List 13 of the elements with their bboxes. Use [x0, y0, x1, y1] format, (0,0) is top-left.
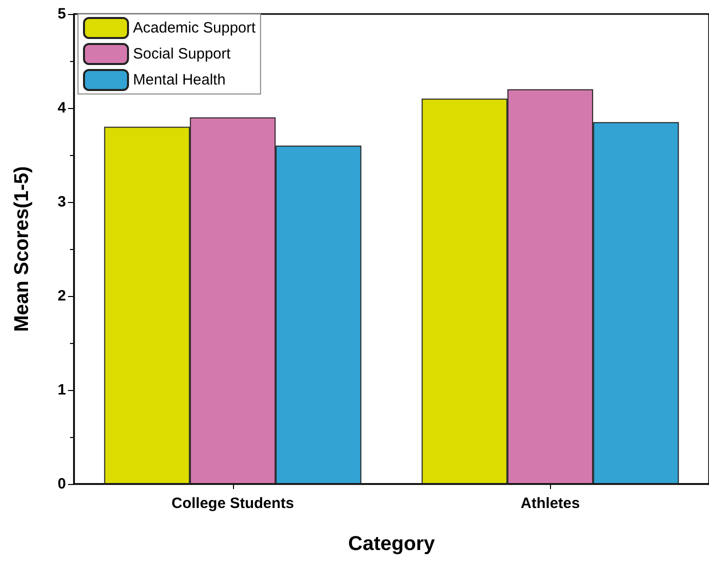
y-tick-label: 5: [58, 6, 66, 22]
y-tick-label: 1: [58, 382, 66, 398]
y-tick-label: 0: [58, 476, 66, 492]
y-tick-label: 2: [58, 288, 66, 304]
y-tick-label: 3: [58, 194, 66, 210]
x-tick-label: College Students: [171, 495, 294, 512]
y-axis-title: Mean Scores(1-5): [11, 166, 33, 332]
y-tick-label: 4: [58, 100, 67, 116]
legend-label: Social Support: [133, 46, 232, 62]
x-axis-title: Category: [348, 533, 436, 555]
legend-label: Mental Health: [133, 72, 226, 88]
x-tick-label: Athletes: [520, 495, 580, 512]
legend-label: Academic Support: [133, 20, 256, 36]
